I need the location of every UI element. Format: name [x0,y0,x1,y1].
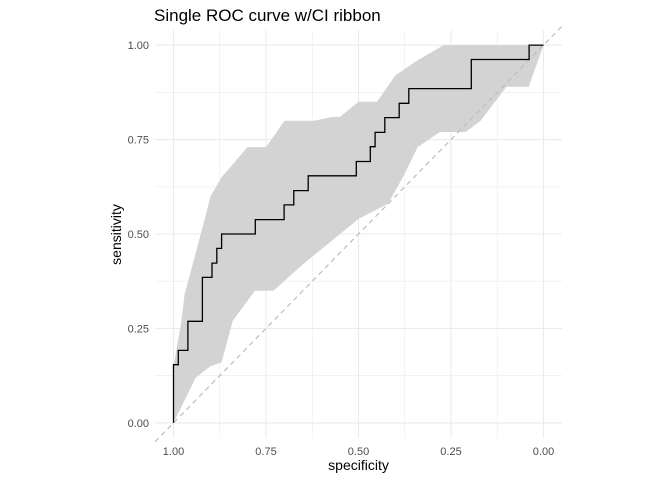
y-axis-label: sensitivity [108,204,124,265]
reference-diagonal [154,25,563,443]
x-axis-label: specificity [328,457,389,473]
x-tick-label: 0.50 [348,446,369,458]
x-tick-label: 0.75 [255,446,276,458]
y-tick-label: 0.25 [128,323,149,335]
x-tick-label: 0.25 [440,446,461,458]
y-tick-label: 0.75 [128,135,149,147]
y-tick-label: 1.00 [128,40,149,52]
y-tick-label: 0.00 [128,418,149,430]
y-tick-labels: 0.00 0.25 0.50 0.75 1.00 [128,40,149,430]
x-tick-label: 1.00 [163,446,184,458]
y-tick-label: 0.50 [128,229,149,241]
x-tick-labels: 1.00 0.75 0.50 0.25 0.00 [163,446,554,458]
roc-curve-line [172,44,544,423]
x-tick-label: 0.00 [533,446,554,458]
chart-title: Single ROC curve w/CI ribbon [154,6,381,25]
